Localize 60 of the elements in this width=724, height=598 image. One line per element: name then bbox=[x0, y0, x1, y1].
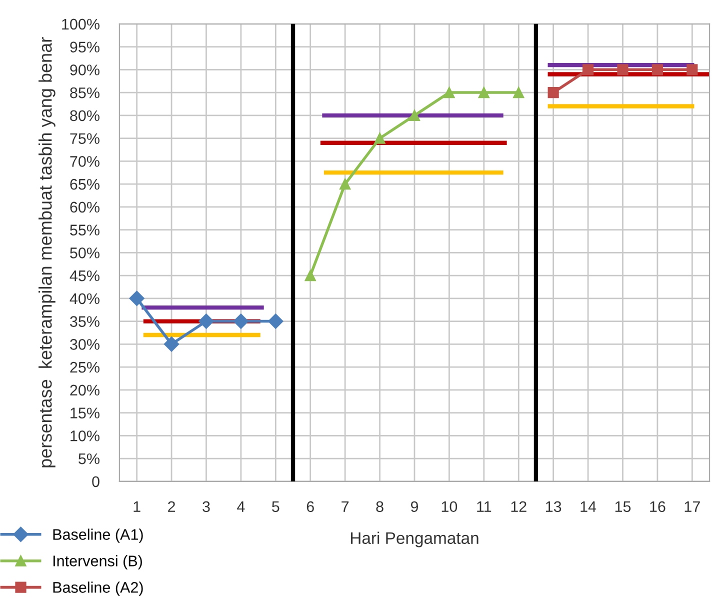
x-tick-label: 16 bbox=[650, 501, 666, 512]
x-tick-label: 8 bbox=[376, 501, 384, 512]
x-tick-label: 3 bbox=[202, 501, 210, 512]
point bbox=[129, 290, 144, 306]
point bbox=[444, 86, 455, 98]
legend-label: Baseline (A2) bbox=[53, 582, 143, 596]
y-tick-label: 50% bbox=[70, 248, 100, 258]
legend-label: Baseline (A1) bbox=[53, 528, 143, 543]
point bbox=[652, 64, 664, 76]
y-tick-label: 35% bbox=[70, 316, 100, 327]
x-tick-label: 12 bbox=[511, 501, 526, 512]
point bbox=[374, 132, 386, 144]
y-tick-label: 20% bbox=[70, 384, 100, 396]
point bbox=[686, 64, 698, 76]
x-tick-label: 5 bbox=[272, 501, 280, 512]
point bbox=[164, 336, 180, 352]
point bbox=[617, 64, 628, 76]
y-tick-label: 5% bbox=[78, 453, 100, 464]
y-tick-label: 0 bbox=[92, 476, 100, 488]
x-tick-label: 13 bbox=[546, 501, 562, 512]
y-axis-title: persentase keterampilan membuat tasbih yang benar bbox=[38, 37, 56, 468]
y-tick-label: 40% bbox=[70, 293, 100, 304]
y-tick-label: 90% bbox=[70, 64, 100, 76]
y-tick-label: 80% bbox=[70, 110, 100, 122]
point bbox=[548, 86, 559, 98]
x-tick-label: 10 bbox=[442, 501, 458, 512]
point bbox=[478, 86, 490, 98]
point bbox=[233, 314, 249, 329]
x-tick-label: 4 bbox=[237, 501, 245, 512]
y-tick-label: 60% bbox=[70, 202, 100, 213]
y-tick-label: 85% bbox=[70, 87, 100, 98]
y-tick-label: 10% bbox=[70, 430, 100, 442]
y-tick-label: 70% bbox=[70, 156, 100, 167]
y-tick-label: 45% bbox=[70, 270, 100, 282]
y-tick-label: 95% bbox=[70, 42, 100, 52]
x-tick-label: 17 bbox=[684, 501, 700, 512]
x-tick-label: 11 bbox=[477, 501, 492, 512]
y-tick-label: 65% bbox=[70, 178, 100, 190]
x-axis-title: Hari Pengamatan bbox=[351, 532, 478, 548]
point bbox=[340, 178, 351, 190]
y-tick-label: 100% bbox=[62, 18, 100, 30]
x-tick-label: 9 bbox=[410, 501, 418, 512]
x-tick-label: 2 bbox=[168, 501, 176, 512]
point bbox=[304, 270, 316, 282]
point bbox=[268, 314, 284, 329]
y-tick-label: 25% bbox=[70, 362, 100, 373]
x-tick-label: 6 bbox=[306, 501, 314, 512]
legend-label: Intervensi (B) bbox=[53, 555, 142, 570]
point bbox=[513, 86, 524, 98]
point bbox=[198, 314, 214, 329]
y-tick-label: 15% bbox=[70, 408, 100, 418]
y-tick-label: 75% bbox=[70, 133, 100, 144]
y-tick-label: 55% bbox=[70, 224, 100, 236]
x-tick-label: 7 bbox=[342, 501, 349, 512]
point bbox=[408, 110, 420, 121]
x-tick-label: 14 bbox=[580, 501, 596, 512]
x-tick-label: 1 bbox=[134, 501, 140, 512]
point bbox=[582, 64, 594, 76]
y-tick-label: 30% bbox=[70, 339, 100, 350]
x-tick-label: 15 bbox=[615, 501, 631, 512]
